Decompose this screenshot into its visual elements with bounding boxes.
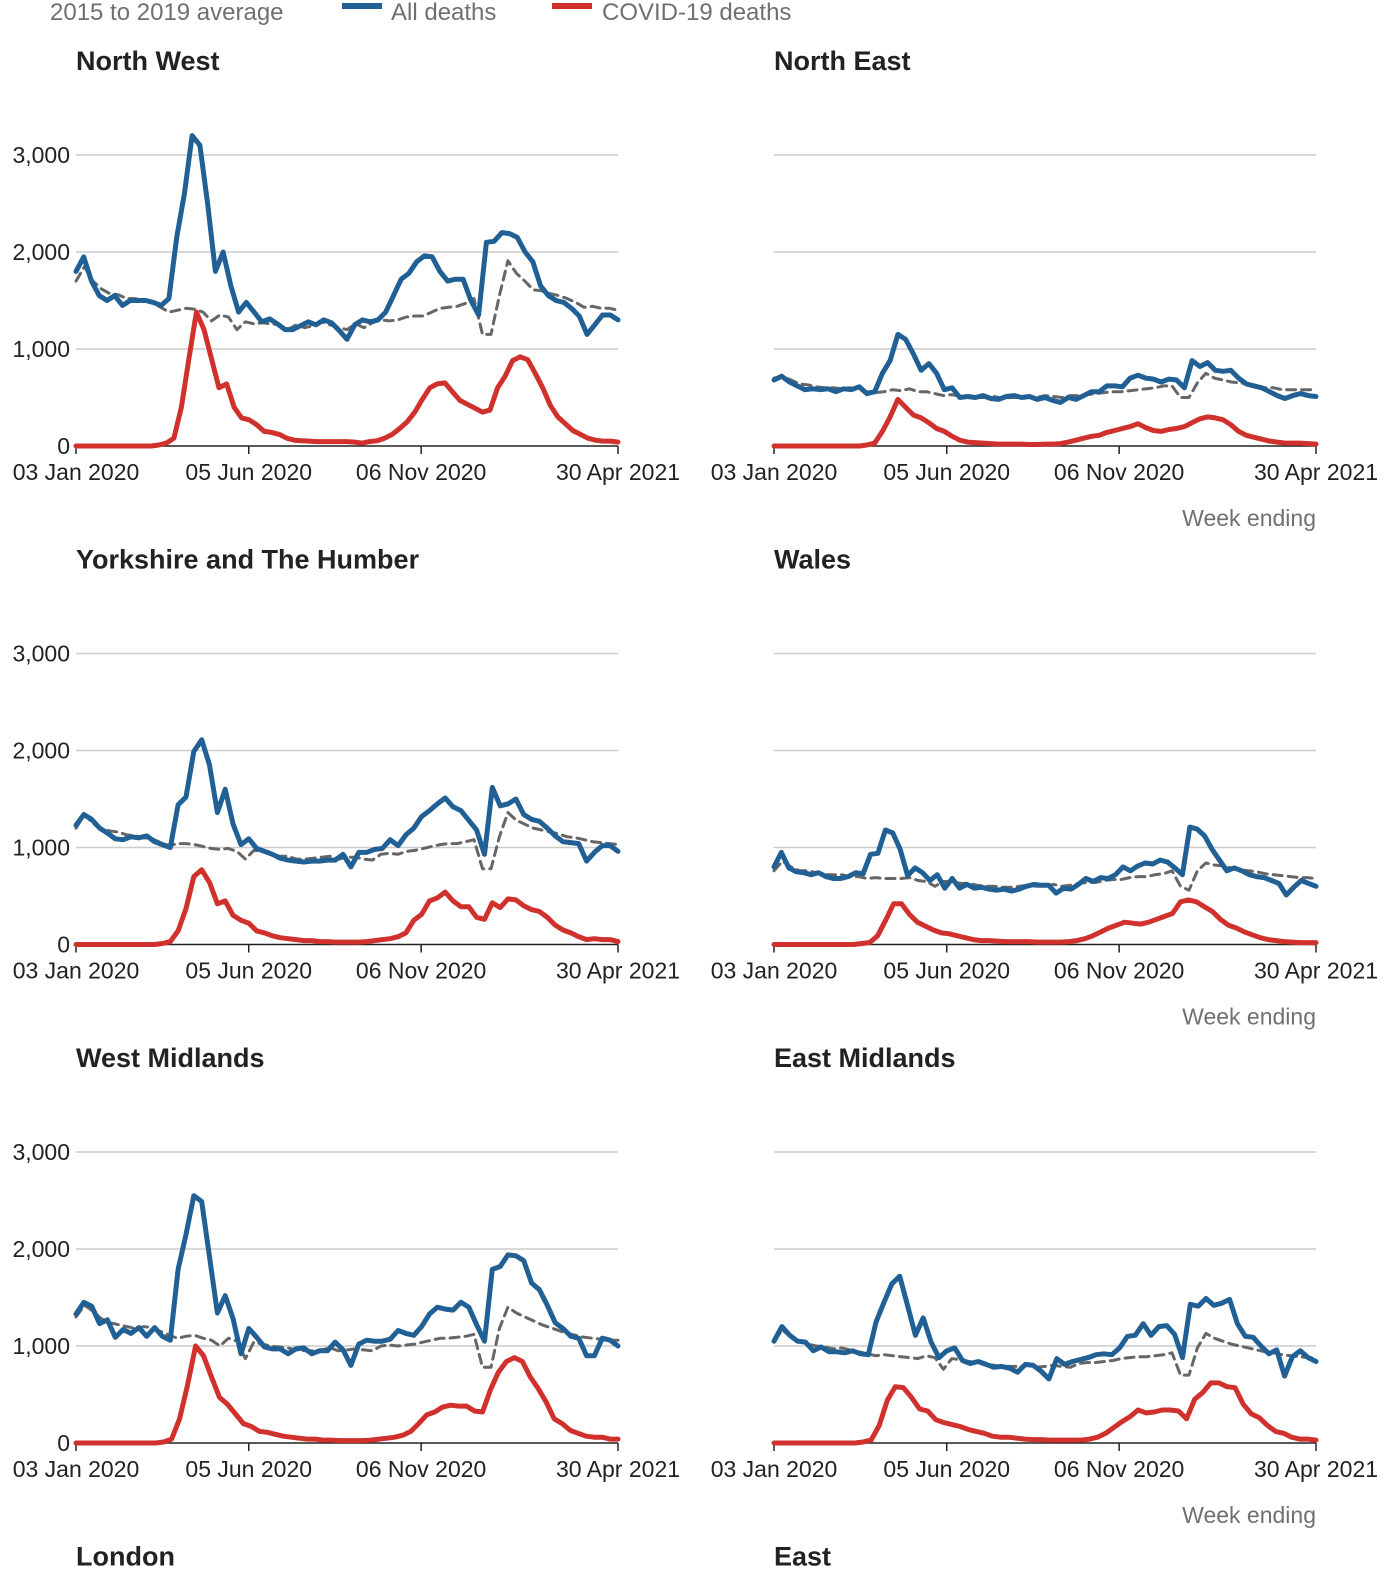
panel-title: West Midlands: [76, 1043, 265, 1073]
x-tick-label: 30 Apr 2021: [1254, 958, 1378, 984]
panel-title: East: [774, 1542, 831, 1572]
covid-deaths-line: [73, 309, 621, 449]
x-tick-label: 30 Apr 2021: [1254, 459, 1378, 485]
x-tick-label: 05 Jun 2020: [883, 459, 1010, 485]
all-deaths-line: [73, 737, 621, 870]
x-tick-label: 05 Jun 2020: [185, 459, 312, 485]
all-deaths-line: [73, 1193, 621, 1368]
x-tick-label: 05 Jun 2020: [185, 1456, 312, 1482]
region-panel: West Midlands 0 1,000 2,000 3,000 03 Jan 2020…: [12, 1043, 680, 1482]
legend-label: 2015 to 2019 average: [50, 0, 284, 26]
legend-label: COVID-19 deaths: [602, 0, 791, 26]
y-tick-label: 0: [57, 932, 70, 958]
average-line: [74, 1303, 620, 1369]
panel-title: Wales: [774, 545, 851, 575]
y-tick-label: 2,000: [12, 1236, 70, 1262]
x-axis-title: Week ending: [1182, 1502, 1316, 1528]
covid-deaths-line: [73, 867, 621, 947]
region-panel: East Midlands 03 Jan 2020 05 Jun 2020 06 No…: [711, 1043, 1378, 1528]
panel-title: Yorkshire and The Humber: [76, 545, 420, 575]
x-tick-label: 05 Jun 2020: [883, 1456, 1010, 1482]
y-tick-label: 0: [57, 433, 70, 459]
y-tick-label: 0: [57, 1430, 70, 1456]
y-tick-label: 3,000: [12, 1139, 70, 1165]
x-axis-title: Week ending: [1182, 505, 1316, 531]
panel-title: North West: [76, 46, 220, 76]
x-tick-label: 03 Jan 2020: [13, 1456, 140, 1482]
covid-deaths-line: [73, 1343, 621, 1446]
chart-panels: North West 0 1,000 2,000 3,000 03 Jan 2020 05 …: [12, 46, 1378, 1572]
x-tick-label: 06 Nov 2020: [356, 958, 486, 984]
x-tick-label: 03 Jan 2020: [711, 958, 838, 984]
y-tick-label: 2,000: [12, 738, 70, 764]
panel-title: East Midlands: [774, 1043, 956, 1073]
region-panel: London: [76, 1542, 175, 1572]
covid-deaths-line: [771, 1380, 1319, 1446]
panel-title: North East: [774, 46, 911, 76]
x-tick-label: 05 Jun 2020: [185, 958, 312, 984]
y-tick-label: 2,000: [12, 239, 70, 265]
covid-deaths-line: [771, 897, 1319, 947]
x-tick-label: 06 Nov 2020: [1054, 958, 1184, 984]
all-deaths-line: [771, 1273, 1319, 1382]
x-tick-label: 03 Jan 2020: [711, 1456, 838, 1482]
all-deaths-line: [771, 824, 1319, 898]
legend-label: All deaths: [391, 0, 496, 26]
region-panel: East: [774, 1542, 831, 1572]
x-tick-label: 03 Jan 2020: [711, 459, 838, 485]
y-tick-label: 3,000: [12, 641, 70, 667]
region-panel: North West 0 1,000 2,000 3,000 03 Jan 2020 05 …: [12, 46, 680, 485]
x-tick-label: 06 Nov 2020: [356, 459, 486, 485]
region-panel: North East 03 Jan 2020 05 Jun 2020 06 Nov 2…: [711, 46, 1378, 531]
x-tick-label: 06 Nov 2020: [1054, 459, 1184, 485]
chart-legend: 2015 to 2019 average All deaths COVID-19 d…: [50, 0, 791, 26]
x-tick-label: 06 Nov 2020: [356, 1456, 486, 1482]
x-tick-label: 30 Apr 2021: [556, 958, 680, 984]
x-tick-label: 30 Apr 2021: [556, 1456, 680, 1482]
y-tick-label: 1,000: [12, 336, 70, 362]
average-line: [74, 259, 620, 336]
panel-title: London: [76, 1542, 175, 1572]
x-tick-label: 03 Jan 2020: [13, 958, 140, 984]
x-tick-label: 06 Nov 2020: [1054, 1456, 1184, 1482]
y-tick-label: 1,000: [12, 835, 70, 861]
region-panel: Wales 03 Jan 2020 05 Jun 2020 06 Nov 2020 30…: [711, 545, 1378, 1030]
average-line: [772, 859, 1318, 892]
x-tick-label: 30 Apr 2021: [556, 459, 680, 485]
x-tick-label: 05 Jun 2020: [883, 958, 1010, 984]
all-deaths-line: [771, 331, 1319, 405]
x-axis-title: Week ending: [1182, 1004, 1316, 1030]
covid-deaths-line: [771, 396, 1319, 449]
y-tick-label: 3,000: [12, 142, 70, 168]
y-tick-label: 1,000: [12, 1333, 70, 1359]
region-panel: Yorkshire and The Humber 0 1,000 2,000 3,000…: [12, 545, 680, 984]
x-tick-label: 03 Jan 2020: [13, 459, 140, 485]
x-tick-label: 30 Apr 2021: [1254, 1456, 1378, 1482]
all-deaths-line: [73, 133, 621, 342]
